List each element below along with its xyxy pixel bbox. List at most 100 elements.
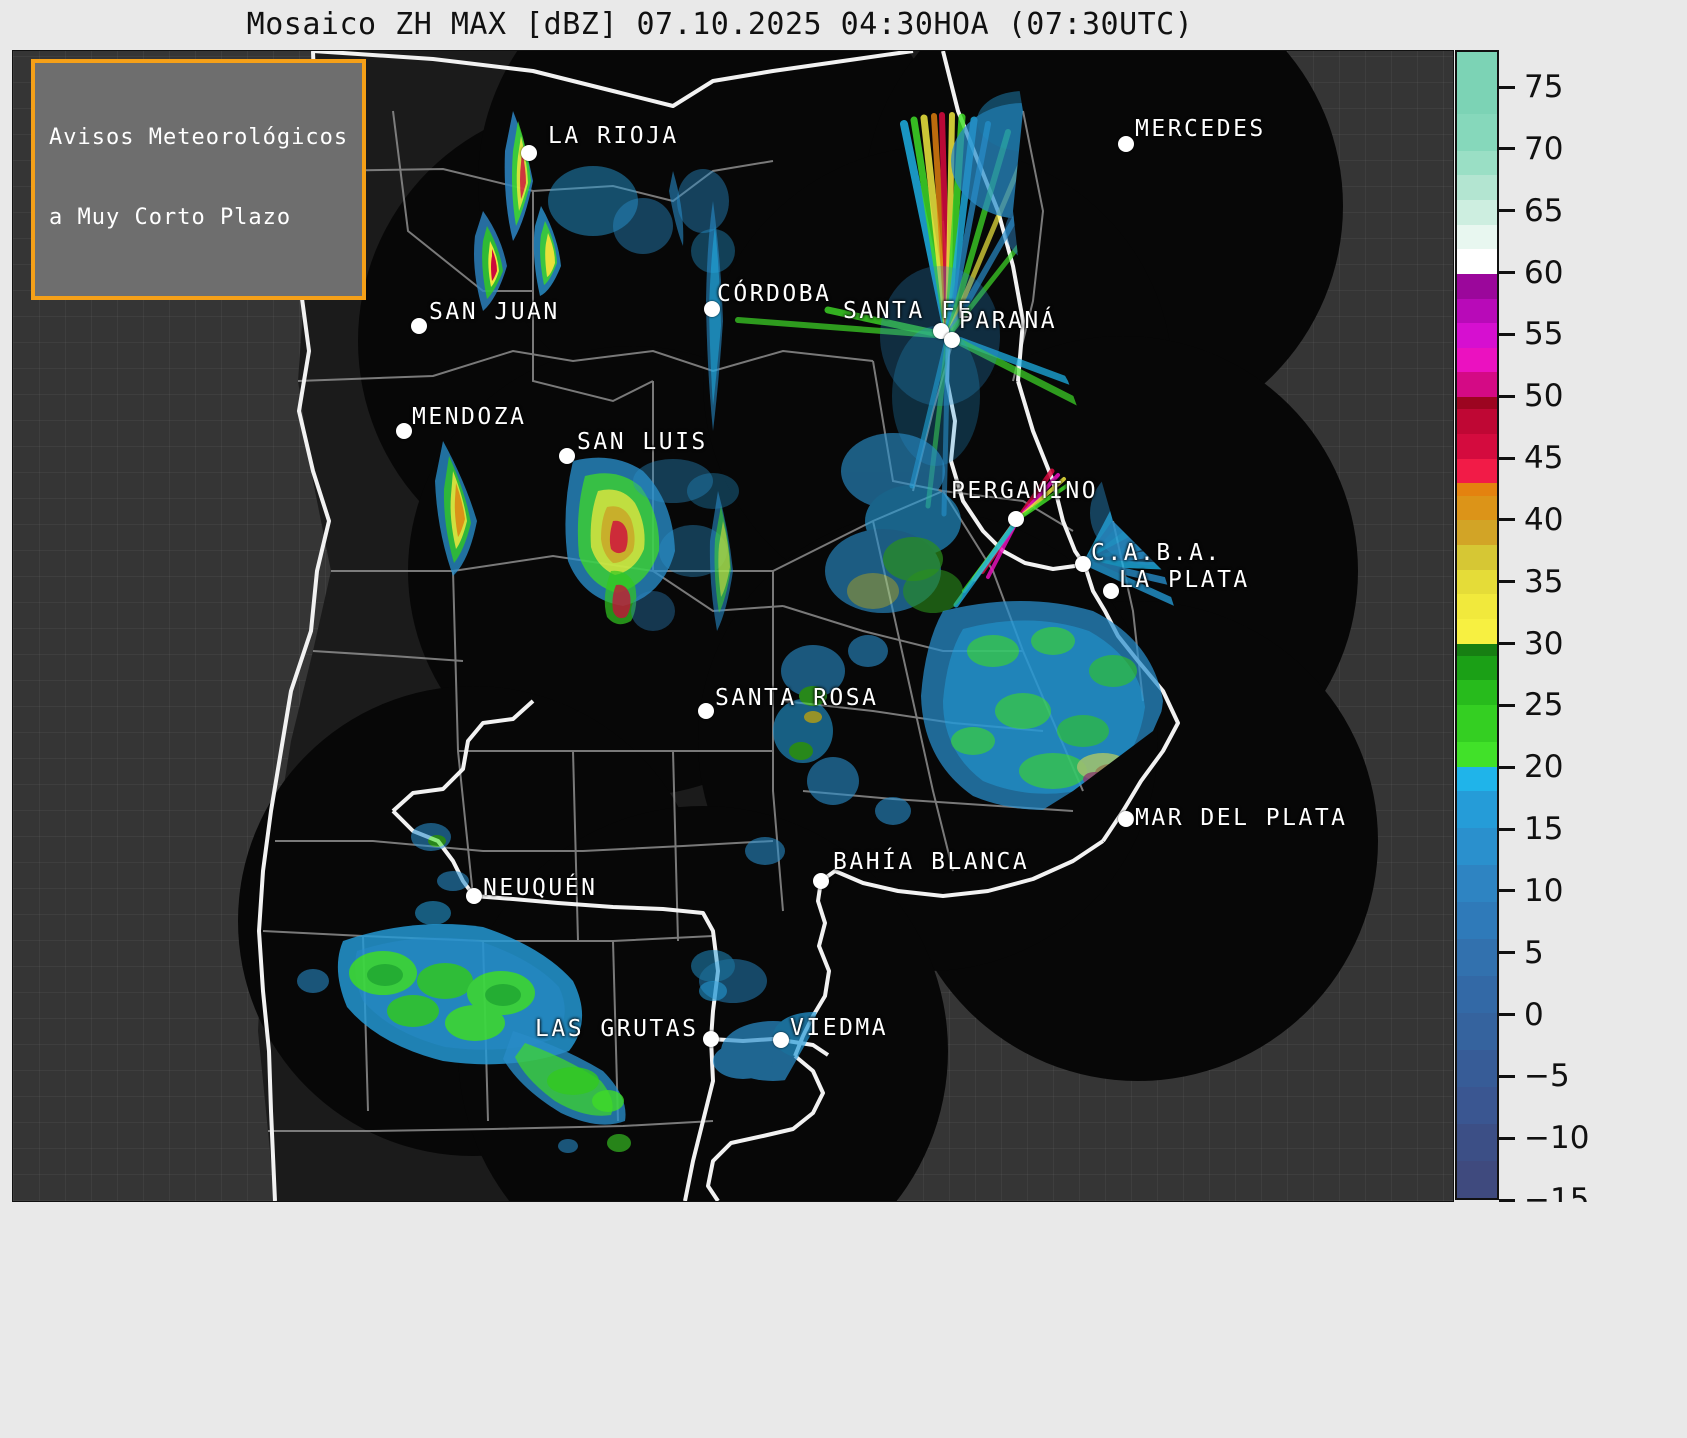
city-marker[interactable] xyxy=(1103,583,1119,599)
colorbar-gradient xyxy=(1455,50,1499,1200)
city-label: LA PLATA xyxy=(1119,567,1250,593)
city-marker[interactable] xyxy=(704,301,720,317)
colorbar-ticks: −15 −10 −5 0 5 10 15 20 25 30 35 40 45 50 55 60 65 70 75 xyxy=(1499,50,1687,1218)
city-marker[interactable] xyxy=(703,1031,719,1047)
colorbar-swatch xyxy=(1457,791,1497,829)
colorbar-tick-label: 40 xyxy=(1524,501,1564,538)
city-marker[interactable] xyxy=(466,888,482,904)
city-label: PARANÁ xyxy=(959,308,1058,334)
city-marker[interactable] xyxy=(1118,136,1134,152)
colorbar-swatch xyxy=(1457,150,1497,176)
city-marker[interactable] xyxy=(411,318,427,334)
colorbar-tick-mark xyxy=(1499,703,1515,707)
colorbar-tick: 55 xyxy=(1499,316,1563,352)
colorbar-tick-mark xyxy=(1499,271,1515,275)
colorbar-tick-mark xyxy=(1499,209,1515,213)
colorbar-tick: 70 xyxy=(1499,131,1563,167)
colorbar-swatch xyxy=(1457,742,1497,767)
colorbar-tick-label: 0 xyxy=(1524,996,1544,1033)
city-label: BAHÍA BLANCA xyxy=(833,849,1030,875)
city-marker[interactable] xyxy=(1008,511,1024,527)
colorbar-swatch xyxy=(1457,976,1497,1014)
city-marker[interactable] xyxy=(1118,811,1134,827)
colorbar-tick-label: 70 xyxy=(1524,130,1564,167)
colorbar-tick-mark xyxy=(1499,889,1515,893)
colorbar-swatch xyxy=(1457,298,1497,324)
colorbar-tick-label: −5 xyxy=(1524,1058,1570,1095)
city-label: NEUQUÉN xyxy=(483,875,598,901)
colorbar-swatch xyxy=(1457,347,1497,373)
city-marker[interactable] xyxy=(396,423,412,439)
city-marker[interactable] xyxy=(698,703,714,719)
colorbar-swatch xyxy=(1457,1050,1497,1088)
colorbar: −15 −10 −5 0 5 10 15 20 25 30 35 40 45 50 55 60 65 70 75 xyxy=(1455,50,1589,1218)
colorbar-tick-label: 15 xyxy=(1524,811,1564,848)
colorbar-tick: 10 xyxy=(1499,873,1563,909)
colorbar-tick-mark xyxy=(1499,827,1515,831)
colorbar-tick-label: 10 xyxy=(1524,872,1564,909)
city-label: SAN LUIS xyxy=(577,429,708,455)
colorbar-tick: 5 xyxy=(1499,935,1544,971)
city-marker[interactable] xyxy=(1075,556,1091,572)
nowcast-alert-box[interactable]: Avisos Meteorológicos a Muy Corto Plazo xyxy=(31,59,367,300)
city-label: PERGAMINO xyxy=(951,478,1099,504)
city-label: MERCEDES xyxy=(1135,116,1266,142)
city-marker[interactable] xyxy=(559,448,575,464)
colorbar-tick-mark xyxy=(1499,456,1515,460)
alert-line-1: Avisos Meteorológicos xyxy=(49,124,349,150)
colorbar-tick-mark xyxy=(1499,1198,1515,1202)
colorbar-swatch xyxy=(1457,397,1497,410)
city-marker[interactable] xyxy=(773,1032,789,1048)
city-marker[interactable] xyxy=(813,873,829,889)
colorbar-swatch xyxy=(1457,323,1497,348)
footer-logos: Servicio Meteorológico Nacional Argentin… xyxy=(0,1202,1687,1438)
colorbar-tick-mark xyxy=(1499,642,1515,646)
colorbar-swatch xyxy=(1457,1013,1497,1051)
colorbar-swatch xyxy=(1457,544,1497,570)
colorbar-swatch xyxy=(1457,643,1497,656)
colorbar-tick-mark xyxy=(1499,1013,1515,1017)
colorbar-tick-label: 65 xyxy=(1524,192,1564,229)
colorbar-swatch xyxy=(1457,520,1497,545)
colorbar-swatch xyxy=(1457,1161,1497,1198)
colorbar-swatch xyxy=(1457,680,1497,706)
colorbar-tick: 65 xyxy=(1499,193,1563,229)
colorbar-swatch xyxy=(1457,902,1497,940)
colorbar-tick-label: −10 xyxy=(1524,1120,1590,1157)
colorbar-tick: 45 xyxy=(1499,440,1563,476)
colorbar-swatch xyxy=(1457,249,1497,274)
colorbar-swatch xyxy=(1457,409,1497,435)
colorbar-tick: 0 xyxy=(1499,997,1544,1033)
colorbar-swatch xyxy=(1457,766,1497,792)
colorbar-tick-mark xyxy=(1499,518,1515,522)
colorbar-tick-label: 55 xyxy=(1524,316,1564,353)
radar-map[interactable]: LA RIOJA SAN JUAN CÓRDOBA MERCEDES SANTA FE P… xyxy=(12,50,1454,1202)
colorbar-swatch xyxy=(1457,1124,1497,1162)
city-marker[interactable] xyxy=(944,332,960,348)
colorbar-swatch xyxy=(1457,828,1497,866)
colorbar-tick-mark xyxy=(1499,1074,1515,1078)
colorbar-swatch xyxy=(1457,175,1497,200)
colorbar-tick-label: 50 xyxy=(1524,378,1564,415)
colorbar-tick-mark xyxy=(1499,85,1515,89)
city-marker[interactable] xyxy=(521,145,537,161)
colorbar-swatch xyxy=(1457,1087,1497,1125)
colorbar-swatch xyxy=(1457,705,1497,743)
colorbar-tick: 30 xyxy=(1499,626,1563,662)
colorbar-tick-mark xyxy=(1499,394,1515,398)
colorbar-swatch xyxy=(1457,372,1497,398)
city-label: SAN JUAN xyxy=(429,299,560,325)
colorbar-tick: 60 xyxy=(1499,255,1563,291)
city-label: C.A.B.A. xyxy=(1091,540,1222,566)
colorbar-tick-mark xyxy=(1499,951,1515,955)
city-label: VIEDMA xyxy=(790,1015,889,1041)
colorbar-tick-label: 25 xyxy=(1524,687,1564,724)
colorbar-tick: 20 xyxy=(1499,749,1563,785)
colorbar-swatch xyxy=(1457,113,1497,151)
city-label: LA RIOJA xyxy=(548,123,679,149)
colorbar-tick: 75 xyxy=(1499,69,1563,105)
colorbar-swatch xyxy=(1457,655,1497,681)
colorbar-tick-mark xyxy=(1499,580,1515,584)
alert-line-2: a Muy Corto Plazo xyxy=(49,205,292,231)
